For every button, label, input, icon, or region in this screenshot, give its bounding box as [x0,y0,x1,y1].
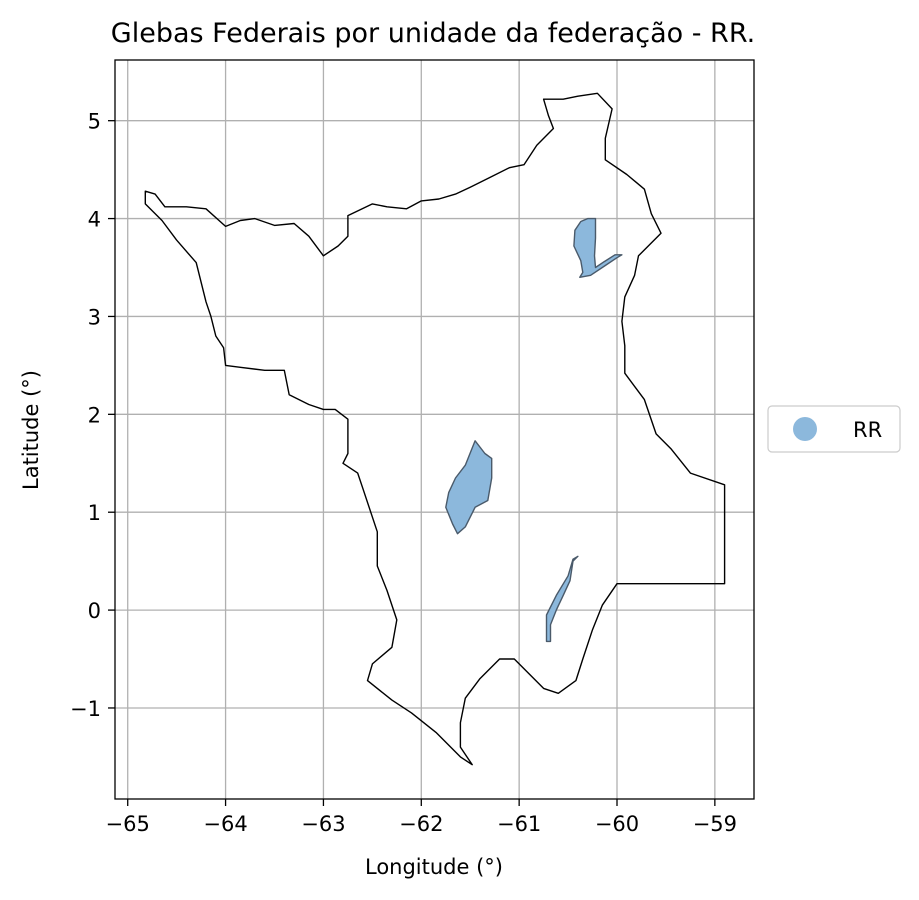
y-tick-label-1: 0 [88,599,101,623]
glebas-layer [445,217,623,643]
legend-label-rr: RR [853,418,882,442]
x-tick-label-6: −59 [693,812,737,836]
y-tick-label-5: 4 [88,208,101,232]
y-tick-label-0: −1 [70,697,101,721]
gleba-1 [573,217,623,278]
x-axis-ticks: −65 −64 −63 −62 −61 −60 −59 [106,799,737,836]
x-axis-label: Longitude (°) [365,855,503,879]
y-tick-label-4: 3 [88,305,101,329]
x-tick-label-5: −60 [595,812,639,836]
x-tick-label-0: −65 [106,812,150,836]
y-axis-label: Latitude (°) [19,370,43,490]
state-boundary [144,92,726,766]
x-tick-label-4: −61 [497,812,541,836]
y-axis-ticks: −1 0 1 2 3 4 5 [70,110,115,721]
y-tick-label-3: 2 [88,403,101,427]
chart-title: Glebas Federais por unidade da federação… [111,18,755,49]
legend-marker [793,417,817,441]
gleba-3 [545,555,579,643]
y-tick-label-6: 5 [88,110,101,134]
grid-y [115,120,754,709]
gleba-2 [445,440,493,535]
x-tick-label-2: −63 [301,812,345,836]
grid-x [127,60,716,799]
gridlines [115,60,754,799]
legend-box [767,405,901,453]
y-tick-label-2: 1 [88,501,101,525]
plot-frame [114,59,755,800]
legend: RR [767,405,901,453]
x-tick-label-1: −64 [203,812,247,836]
x-tick-label-3: −62 [399,812,443,836]
